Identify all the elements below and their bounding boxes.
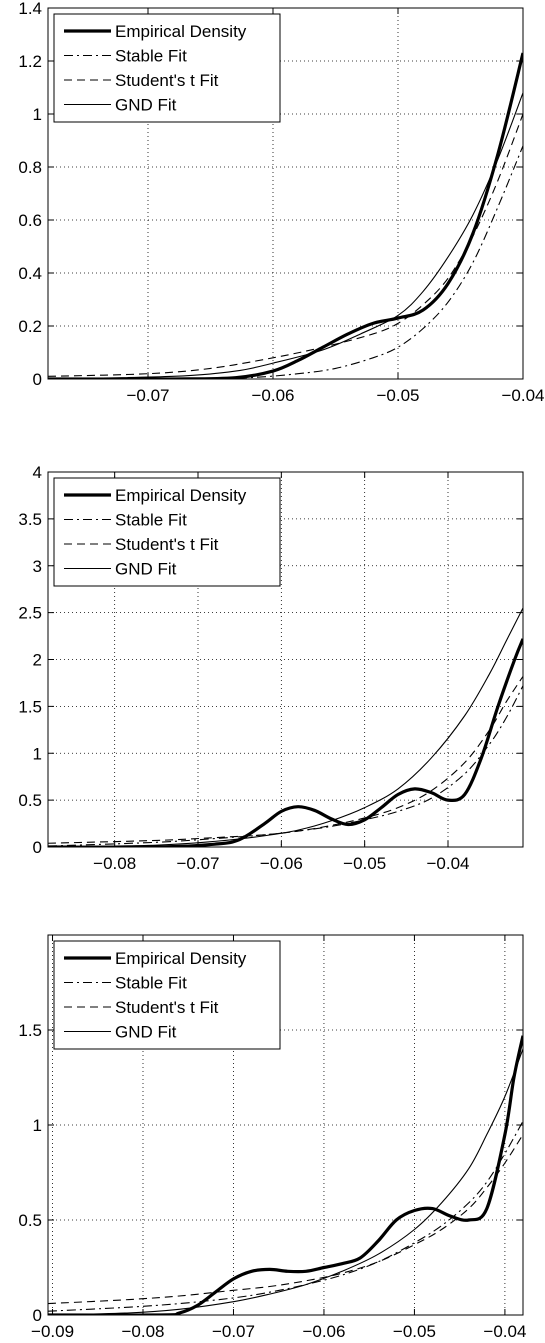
series-line-thin-solid bbox=[48, 1048, 523, 1315]
chart-panel-3: −0.09 −0.08 −0.07 −0.06 −0.05 −0.04 0 0.5 1 1.5 Em… bbox=[18, 934, 526, 1341]
axes-box bbox=[47, 471, 524, 848]
series-line-thick-solid bbox=[48, 1035, 523, 1315]
y-tick-label: 0.5 bbox=[18, 1211, 42, 1230]
y-tick-label: 3 bbox=[33, 557, 42, 576]
y-tick-label: 2 bbox=[33, 651, 42, 670]
legend-label: Stable Fit bbox=[115, 974, 187, 993]
legend-label: GND Fit bbox=[115, 96, 177, 115]
y-tick-label: 1 bbox=[33, 744, 42, 763]
y-tick-label: 3.5 bbox=[18, 510, 42, 529]
series-line-dash-dot bbox=[48, 145, 523, 379]
y-tick-label: 1 bbox=[33, 105, 42, 124]
legend: Empirical Density Stable Fit Student's t F… bbox=[53, 13, 281, 123]
x-tick-label: −0.05 bbox=[393, 1322, 436, 1341]
legend-label: Student's t Fit bbox=[115, 535, 219, 554]
x-tick-label: −0.06 bbox=[251, 386, 294, 405]
y-tick-label: 0 bbox=[33, 370, 42, 389]
series-line-thick-solid bbox=[48, 638, 523, 847]
y-tick-label: 0.2 bbox=[18, 317, 42, 336]
legend-label: Student's t Fit bbox=[115, 71, 219, 90]
legend-label: Stable Fit bbox=[115, 47, 187, 66]
y-tick-label: 0.5 bbox=[18, 791, 42, 810]
y-tick-label: 0 bbox=[33, 1306, 42, 1325]
x-tick-label: −0.05 bbox=[376, 386, 419, 405]
x-tick-label: −0.07 bbox=[212, 1322, 255, 1341]
legend-label: Empirical Density bbox=[115, 22, 247, 41]
series-line-dash-dot bbox=[48, 685, 523, 847]
chart-panel-1: −0.07 −0.06 −0.05 −0.04 0 0.2 0.4 0.6 0.8 1 1.2 1.4… bbox=[18, 0, 544, 405]
series-line-dashed bbox=[48, 113, 523, 377]
y-tick-label: 1.2 bbox=[18, 52, 42, 71]
legend-label: GND Fit bbox=[115, 1023, 177, 1042]
axes-box bbox=[47, 934, 524, 1316]
y-tick-label: 0.8 bbox=[18, 158, 42, 177]
chart-panel-2: −0.08 −0.07 −0.06 −0.05 −0.04 0 0.5 1 1.5 2 2.5 3 3.… bbox=[18, 463, 524, 873]
x-tick-label: −0.09 bbox=[31, 1322, 74, 1341]
x-tick-label: −0.06 bbox=[260, 854, 303, 873]
legend-label: Stable Fit bbox=[115, 511, 187, 530]
y-tick-label: 1.5 bbox=[18, 697, 42, 716]
series-line-thin-solid bbox=[48, 607, 523, 847]
y-tick-label: 2.5 bbox=[18, 604, 42, 623]
x-tick-label: −0.06 bbox=[302, 1322, 345, 1341]
series-line-dashed bbox=[48, 676, 523, 844]
legend-label: Student's t Fit bbox=[115, 998, 219, 1017]
series-line-thin-solid bbox=[48, 92, 523, 379]
x-tick-label: −0.08 bbox=[121, 1322, 164, 1341]
x-tick-label: −0.04 bbox=[426, 854, 469, 873]
y-tick-label: 0.4 bbox=[18, 264, 42, 283]
y-tick-label: 4 bbox=[33, 463, 42, 482]
y-tick-label: 1 bbox=[33, 1116, 42, 1135]
axes-box bbox=[47, 7, 524, 380]
y-tick-label: 0.6 bbox=[18, 211, 42, 230]
legend-label: Empirical Density bbox=[115, 486, 247, 505]
x-tick-label: −0.04 bbox=[501, 386, 544, 405]
legend-label: Empirical Density bbox=[115, 949, 247, 968]
x-tick-label: −0.05 bbox=[343, 854, 386, 873]
series-line-dashed bbox=[48, 1134, 523, 1305]
y-tick-label: 1.4 bbox=[18, 0, 42, 18]
x-tick-label: −0.07 bbox=[126, 386, 169, 405]
legend: Empirical Density Stable Fit Student's t F… bbox=[53, 940, 281, 1050]
series-line-thick-solid bbox=[48, 52, 523, 379]
x-tick-label: −0.04 bbox=[483, 1322, 526, 1341]
y-tick-label: 0 bbox=[33, 838, 42, 857]
legend: Empirical Density Stable Fit Student's t F… bbox=[53, 477, 281, 587]
legend-label: GND Fit bbox=[115, 560, 177, 579]
y-tick-label: 1.5 bbox=[18, 1021, 42, 1040]
x-tick-label: −0.07 bbox=[176, 854, 219, 873]
x-tick-label: −0.08 bbox=[93, 854, 136, 873]
